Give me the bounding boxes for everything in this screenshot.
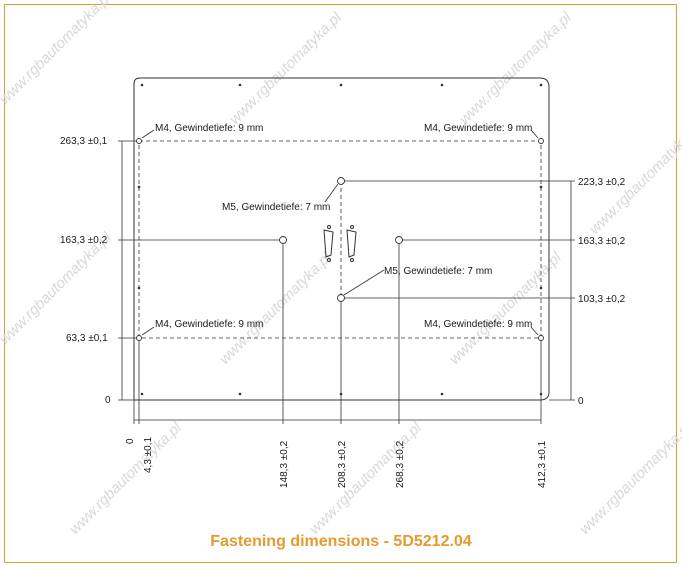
m4-hole — [136, 138, 142, 144]
label-x208: 208,3 ±0,2 — [337, 440, 348, 488]
label-x4: 4,3 ±0,1 — [143, 436, 154, 473]
connector-left-screw — [327, 225, 331, 229]
label-x0: 0 — [125, 438, 136, 444]
connector-left-screw — [327, 258, 331, 262]
m4-hole — [538, 138, 544, 144]
m5-hole — [395, 236, 403, 244]
panel-screw — [440, 83, 444, 87]
panel-screw — [140, 392, 144, 396]
label-0-left: 0 — [105, 395, 111, 406]
panel-screw — [339, 83, 343, 87]
panel-screw — [539, 286, 543, 290]
annotation-m4-top-left: M4, Gewindetiefe: 9 mm — [155, 123, 263, 134]
m4-hole — [136, 335, 142, 341]
annotation-m5-upper: M5, Gewindetiefe: 7 mm — [222, 202, 330, 213]
panel-screw — [238, 83, 242, 87]
m4-hole — [538, 335, 544, 341]
leader-line — [141, 129, 155, 139]
leader-line — [530, 129, 539, 139]
annotation-m4-bottom-left: M4, Gewindetiefe: 9 mm — [155, 319, 263, 330]
m5-hole — [337, 294, 345, 302]
panel-screw — [539, 185, 543, 189]
label-x412: 412,3 ±0,1 — [537, 440, 548, 488]
label-263: 263,3 ±0,1 — [60, 136, 108, 147]
label-0-right: 0 — [578, 396, 584, 407]
panel-outline — [133, 77, 550, 401]
m5-hole — [337, 177, 345, 185]
panel-screw — [339, 392, 343, 396]
panel-screw — [238, 392, 242, 396]
hole-pattern-rect — [138, 140, 542, 339]
label-x268: 268,3 ±0,2 — [395, 440, 406, 488]
m5-hole — [279, 236, 287, 244]
label-163-right: 163,3 ±0,2 — [578, 236, 626, 247]
leader-line — [530, 326, 539, 336]
leader-line — [324, 183, 339, 203]
leader-line — [141, 326, 155, 336]
panel-screw — [137, 185, 141, 189]
panel-screw — [539, 392, 543, 396]
annotation-m4-bottom-right: M4, Gewindetiefe: 9 mm — [424, 319, 532, 330]
connector-right-screw — [350, 225, 354, 229]
panel-screw — [440, 392, 444, 396]
figure-caption: Fastening dimensions - 5D5212.04 — [210, 533, 472, 550]
annotation-m5-lower: M5, Gewindetiefe: 7 mm — [384, 266, 492, 277]
label-163: 163,3 ±0,2 — [60, 235, 108, 246]
panel-screw — [137, 286, 141, 290]
connector-right-screw — [350, 258, 354, 262]
label-x148: 148,3 ±0,2 — [279, 440, 290, 488]
connector-right — [346, 229, 357, 258]
connector-left — [323, 229, 334, 258]
label-103: 103,3 ±0,2 — [578, 294, 626, 305]
figure-frame — [4, 4, 677, 563]
label-223: 223,3 ±0,2 — [578, 177, 626, 188]
panel-screw — [140, 83, 144, 87]
panel-screw — [539, 83, 543, 87]
label-63: 63,3 ±0,1 — [66, 333, 108, 344]
leader-line — [343, 269, 385, 296]
annotation-m4-top-right: M4, Gewindetiefe: 9 mm — [424, 123, 532, 134]
